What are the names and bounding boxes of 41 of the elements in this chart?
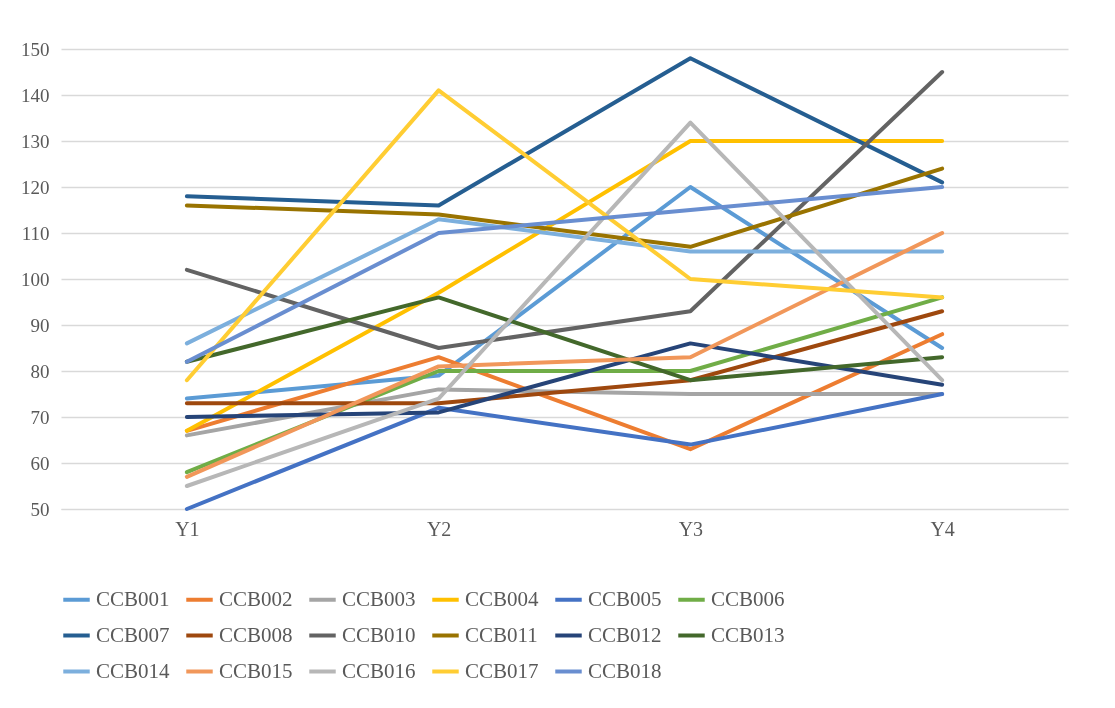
y-tick-label: 80 (30, 360, 50, 382)
legend-label: CCB011 (465, 622, 538, 647)
legend-label: CCB015 (219, 658, 293, 683)
legend-label: CCB002 (219, 586, 293, 611)
y-tick-label: 60 (30, 452, 50, 474)
x-tick-label: Y2 (426, 517, 452, 540)
line-series (184, 185, 945, 364)
legend-label: CCB001 (96, 586, 170, 611)
y-tick-label: 150 (21, 38, 50, 60)
line-series (184, 341, 945, 419)
y-tick-label: 120 (21, 176, 50, 198)
y-tick-label: 90 (30, 314, 50, 336)
y-tick-label: 110 (21, 222, 50, 244)
line-series (184, 56, 945, 208)
y-tick-label: 130 (21, 130, 50, 152)
legend-label: CCB006 (711, 586, 785, 611)
legend-label: CCB005 (588, 586, 662, 611)
y-tick-label: 50 (30, 498, 50, 520)
line-series (184, 70, 945, 350)
line-series (184, 231, 945, 479)
legend-label: CCB014 (96, 658, 171, 683)
legend-label: CCB016 (342, 658, 416, 683)
y-tick-label: 70 (30, 406, 50, 428)
legend-label: CCB017 (465, 658, 539, 683)
legend-label: CCB018 (588, 658, 662, 683)
legend-label: CCB008 (219, 622, 293, 647)
line-series (184, 120, 945, 488)
x-tick-label: Y4 (930, 517, 955, 540)
legend-label: CCB013 (711, 622, 785, 647)
legend-label: CCB012 (588, 622, 662, 647)
x-tick-label: Y1 (175, 517, 200, 540)
line-series (184, 88, 945, 383)
x-tick-label: Y3 (678, 517, 704, 540)
legend-label: CCB010 (342, 622, 416, 647)
line-series (184, 166, 945, 249)
legend-label: CCB007 (96, 622, 170, 647)
y-tick-label: 140 (21, 84, 50, 106)
legend-label: CCB003 (342, 586, 416, 611)
line-series (184, 392, 945, 511)
legend-label: CCB004 (465, 586, 540, 611)
y-tick-label: 100 (21, 268, 50, 290)
